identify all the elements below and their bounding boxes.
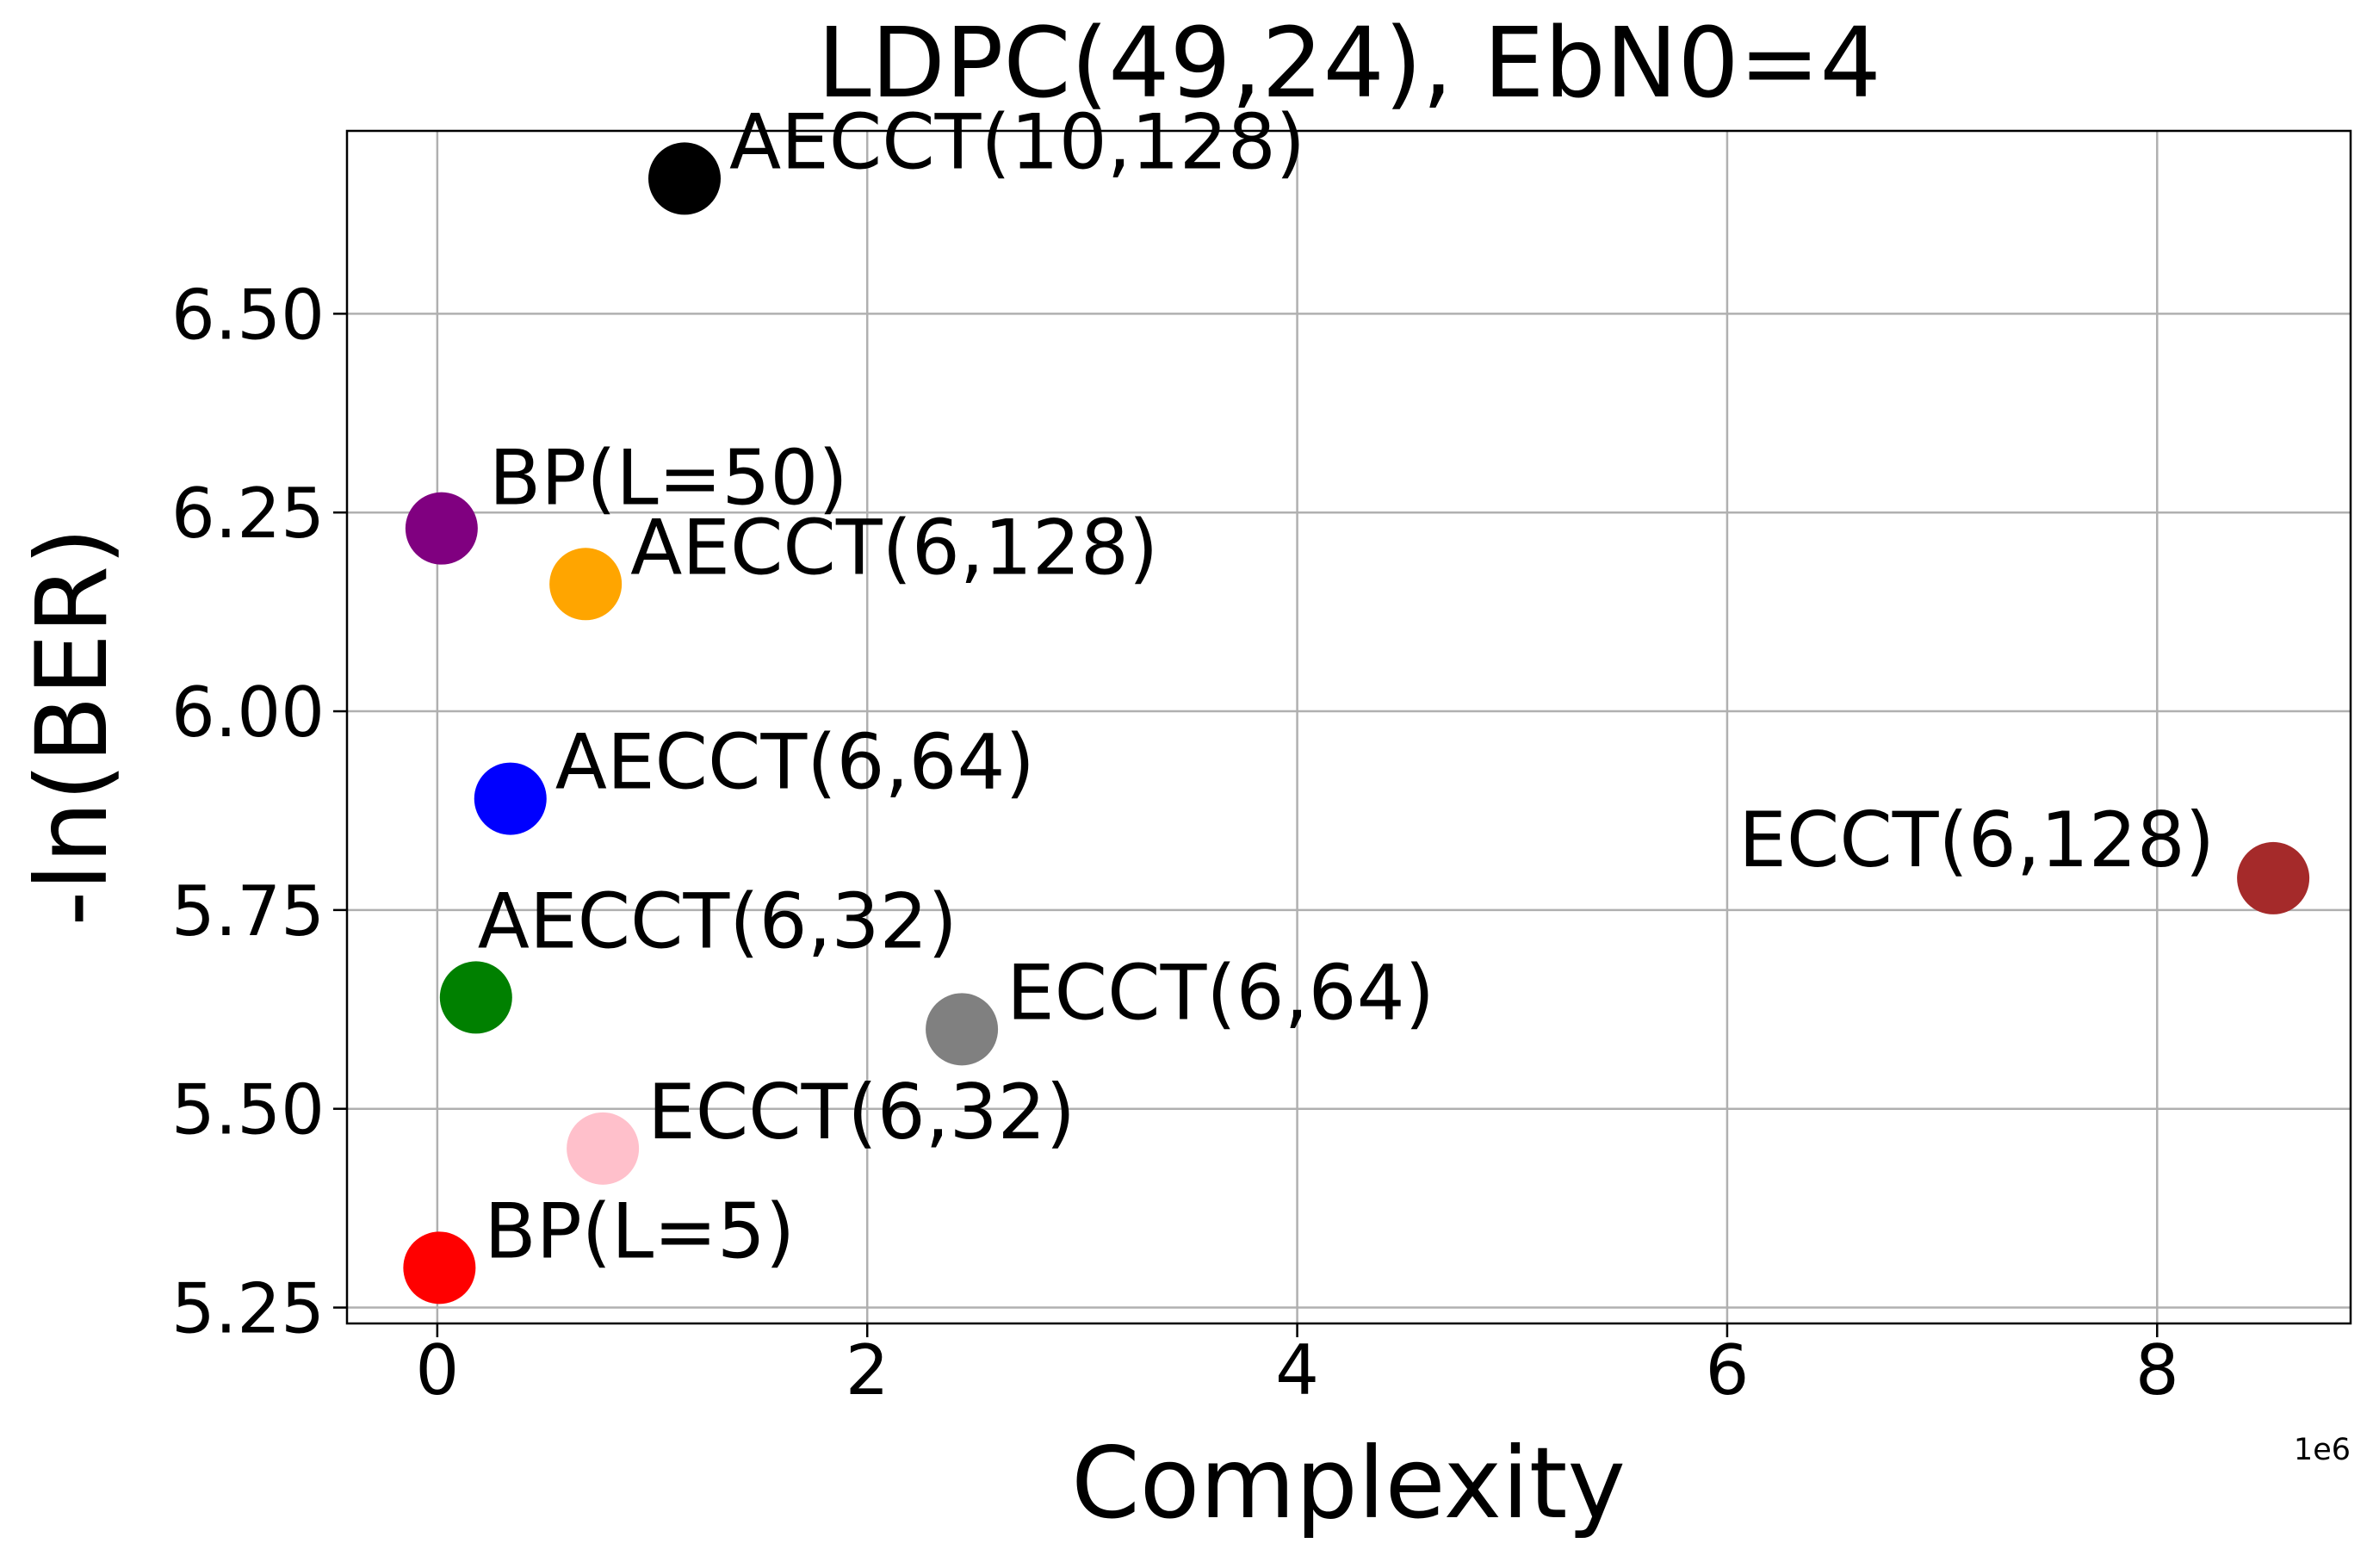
- data-point-label: BP(L=5): [484, 1187, 795, 1275]
- data-point-label: ECCT(6,128): [1738, 796, 2215, 884]
- data-point: [474, 762, 547, 835]
- x-tick-label: 2: [846, 1330, 889, 1410]
- y-axis-label: -ln(BER): [15, 527, 129, 926]
- data-points: AECCT(10,128) BP(L=50)AECCT(6,128) AECCT(6…: [403, 97, 2310, 1305]
- y-tick-label: 5.75: [171, 871, 325, 951]
- x-tick-label: 4: [1275, 1330, 1319, 1410]
- x-tick-label: 8: [2135, 1330, 2179, 1410]
- data-point: [405, 492, 478, 565]
- x-axis-offset-text: 1e6: [2294, 1433, 2351, 1467]
- y-tick-label: 6.50: [171, 275, 325, 355]
- data-point-label: AECCT(6,64): [555, 718, 1035, 807]
- y-tick-label: 6.00: [171, 672, 325, 753]
- data-point: [926, 993, 999, 1066]
- y-tick-label: 5.25: [171, 1269, 325, 1349]
- data-point-label: AECCT(6,32): [478, 877, 957, 965]
- data-point: [567, 1112, 640, 1185]
- data-point: [403, 1231, 476, 1305]
- data-point-label: AECCT(10,128): [729, 97, 1305, 186]
- data-point-label: BP(L=50): [489, 434, 848, 523]
- y-tick-label: 5.50: [171, 1070, 325, 1150]
- data-point: [439, 961, 512, 1034]
- plot-area-frame: [345, 129, 2352, 1325]
- grid: [347, 131, 2351, 1323]
- x-tick-label: 6: [1705, 1330, 1749, 1410]
- data-point-label: AECCT(6,128): [630, 503, 1158, 592]
- data-point-label: ECCT(6,32): [647, 1068, 1075, 1156]
- x-axis-label: Complexity: [1071, 1426, 1626, 1540]
- chart-title: LDPC(49,24), EbN0=4: [817, 8, 1881, 120]
- x-tick-label: 0: [415, 1330, 459, 1410]
- data-point-label: ECCT(6,64): [1007, 948, 1434, 1037]
- data-point: [549, 548, 623, 621]
- data-point: [2237, 841, 2310, 914]
- axis-ticks: 0 2 4 6 8 5.25 5.50 5.75 6.00 6.25 6.50: [171, 275, 2179, 1410]
- data-point: [647, 142, 721, 215]
- y-tick-label: 6.25: [171, 474, 325, 554]
